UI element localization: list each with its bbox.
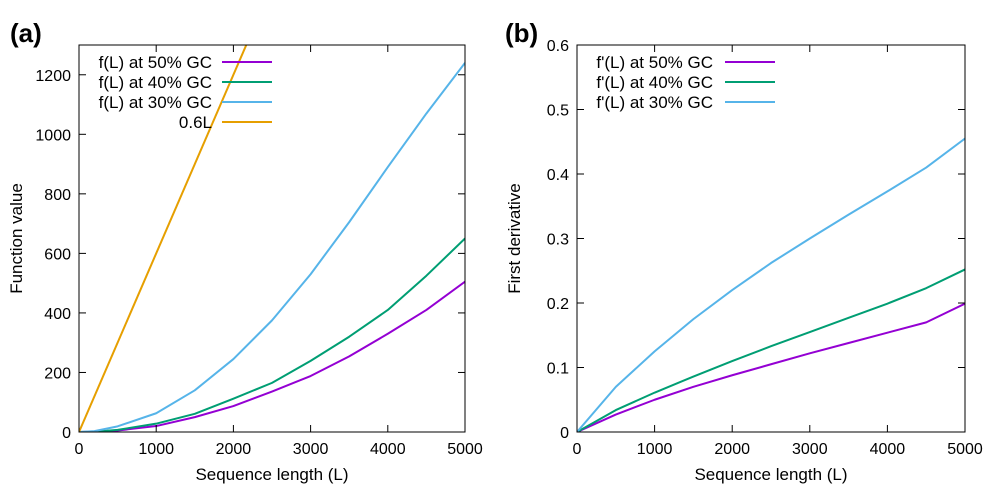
y-tick-label: 0 bbox=[62, 425, 71, 442]
series-line-1 bbox=[577, 302, 965, 432]
legend-entry-label: f(L) at 40% GC bbox=[99, 73, 212, 92]
y-tick-label: 0.1 bbox=[547, 361, 569, 378]
x-tick-label: 3000 bbox=[293, 441, 329, 458]
series-line-2 bbox=[79, 237, 465, 432]
x-tick-label: 1000 bbox=[637, 441, 673, 458]
x-tick-label: 3000 bbox=[792, 441, 828, 458]
y-tick-label: 0.3 bbox=[547, 232, 569, 249]
y-tick-label: 1000 bbox=[35, 127, 71, 144]
series-line-1 bbox=[79, 280, 465, 432]
y-axis-label: First derivative bbox=[505, 183, 524, 294]
x-axis-label: Sequence length (L) bbox=[195, 465, 348, 484]
legend: f'(L) at 50% GCf'(L) at 40% GCf'(L) at 3… bbox=[596, 53, 775, 112]
y-tick-label: 1200 bbox=[35, 68, 71, 85]
x-tick-label: 0 bbox=[573, 441, 582, 458]
y-tick-label: 0 bbox=[560, 425, 569, 442]
panel-b: 0 1000 2000 3000 4000 5000 0 0.1 0.2 0.3 0.4 0.5 0.6… bbox=[505, 18, 983, 484]
x-tick-label: 2000 bbox=[714, 441, 750, 458]
y-tick-label: 800 bbox=[44, 187, 71, 204]
series-line-4 bbox=[79, 45, 248, 432]
y-tick-label: 200 bbox=[44, 365, 71, 382]
x-tick-label: 4000 bbox=[870, 441, 906, 458]
legend-entry-label: f'(L) at 40% GC bbox=[596, 73, 713, 92]
y-axis-label: Function value bbox=[7, 183, 26, 294]
y-tick-label: 0.6 bbox=[547, 38, 569, 55]
legend-entry-label: f(L) at 30% GC bbox=[99, 93, 212, 112]
x-tick-label: 5000 bbox=[447, 441, 483, 458]
legend-entry-label: f'(L) at 50% GC bbox=[596, 53, 713, 72]
y-tick-label: 400 bbox=[44, 306, 71, 323]
series-line-3 bbox=[577, 137, 965, 432]
plot-frame bbox=[78, 44, 466, 433]
panel-label: (b) bbox=[505, 18, 538, 48]
legend-entry-label: 0.6L bbox=[179, 113, 212, 132]
legend-entry-label: f'(L) at 30% GC bbox=[596, 93, 713, 112]
y-tick-label: 0.4 bbox=[547, 167, 569, 184]
y-tick-label: 0.2 bbox=[547, 296, 569, 313]
x-tick-label: 2000 bbox=[216, 441, 252, 458]
series-line-2 bbox=[577, 268, 965, 432]
series-line-3 bbox=[79, 62, 465, 432]
x-tick-label: 0 bbox=[75, 441, 84, 458]
x-tick-label: 1000 bbox=[138, 441, 174, 458]
x-tick-label: 4000 bbox=[370, 441, 406, 458]
x-axis-label: Sequence length (L) bbox=[694, 465, 847, 484]
legend: f(L) at 50% GCf(L) at 40% GCf(L) at 30% … bbox=[99, 53, 272, 132]
legend-entry-label: f(L) at 50% GC bbox=[99, 53, 212, 72]
panel-a: 0 1000 2000 3000 4000 5000 0 200 400 600 800 1000 12… bbox=[7, 18, 483, 484]
y-tick-label: 600 bbox=[44, 246, 71, 263]
panel-label: (a) bbox=[10, 18, 42, 48]
x-tick-label: 5000 bbox=[947, 441, 983, 458]
y-tick-label: 0.5 bbox=[547, 103, 569, 120]
